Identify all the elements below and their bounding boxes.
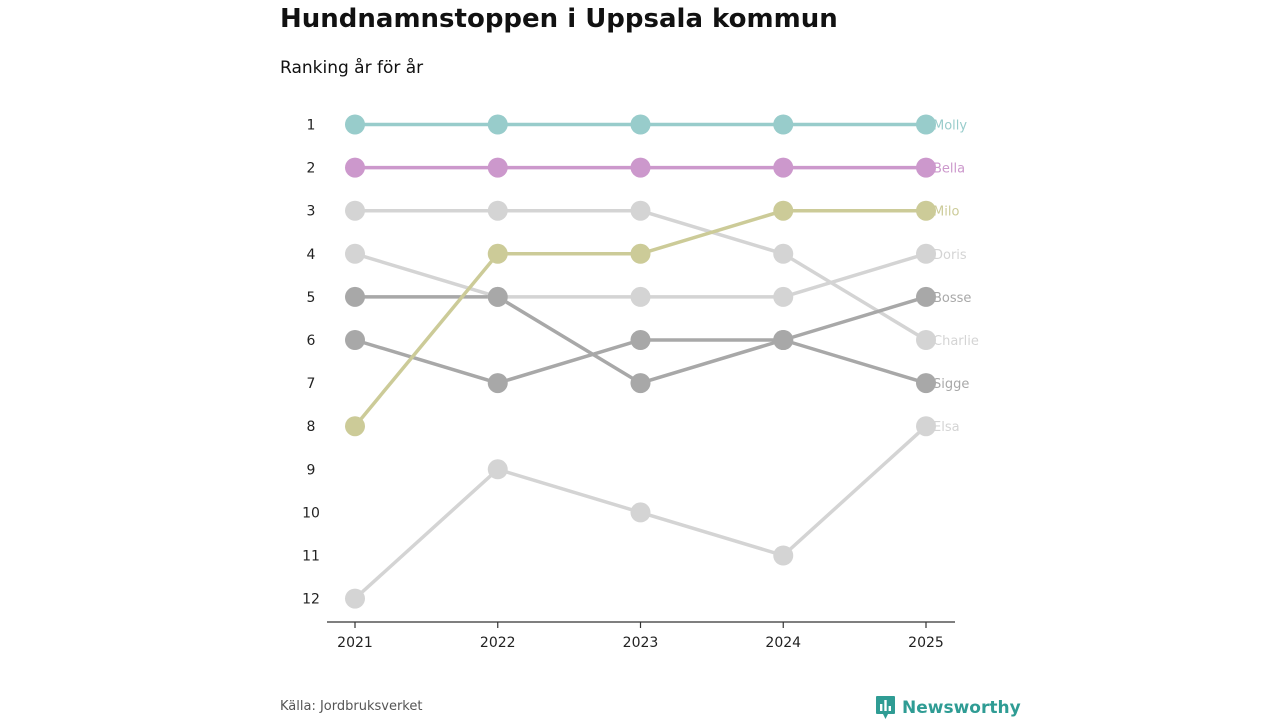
point-molly-2022 <box>487 114 508 135</box>
y-tick-label-6: 6 <box>307 333 316 349</box>
point-charlie-2022 <box>487 200 508 221</box>
point-doris-2025 <box>916 243 936 264</box>
point-molly-2023 <box>630 114 651 135</box>
newsworthy-logo: Newsworthy <box>875 695 1021 720</box>
series-label-elsa: Elsa <box>933 420 960 435</box>
point-charlie-2024 <box>773 243 794 264</box>
point-milo-2025 <box>916 200 936 221</box>
newsworthy-logo-icon <box>876 696 895 719</box>
point-milo-2022 <box>487 243 508 264</box>
chart-subtitle: Ranking år för år <box>280 58 424 78</box>
series-label-milo: Milo <box>933 205 959 220</box>
series-points <box>345 114 936 609</box>
x-tick-label-2024: 2024 <box>765 635 801 651</box>
point-charlie-2025 <box>916 330 936 350</box>
point-bella-2025 <box>916 157 936 178</box>
point-elsa-2021 <box>345 588 365 609</box>
series-lines <box>353 122 928 601</box>
point-molly-2025 <box>916 114 936 135</box>
y-tick-label-2: 2 <box>307 161 316 177</box>
series-label-sigge: Sigge <box>933 377 969 392</box>
y-tick-label-5: 5 <box>307 290 316 306</box>
point-charlie-2023 <box>630 200 651 221</box>
series-label-molly: Molly <box>933 119 967 134</box>
point-sigge-2023 <box>630 330 651 350</box>
x-tick-label-2023: 2023 <box>623 635 659 651</box>
point-molly-2021 <box>345 114 365 135</box>
x-tick-label-2022: 2022 <box>480 635 516 651</box>
point-elsa-2024 <box>773 545 794 566</box>
point-elsa-2023 <box>630 502 651 523</box>
source-note: Källa: Jordbruksverket <box>280 699 423 714</box>
point-bella-2021 <box>345 157 365 178</box>
point-doris-2024 <box>773 286 794 307</box>
point-bosse-2025 <box>916 286 936 307</box>
point-molly-2024 <box>773 114 794 135</box>
point-sigge-2021 <box>345 330 365 350</box>
point-milo-2023 <box>630 243 651 264</box>
y-tick-label-8: 8 <box>307 419 316 435</box>
y-tick-label-12: 12 <box>302 592 320 608</box>
x-tick-label-2021: 2021 <box>337 635 373 651</box>
y-tick-label-7: 7 <box>307 376 316 392</box>
point-bella-2023 <box>630 157 651 178</box>
point-sigge-2024 <box>773 330 794 350</box>
series-label-doris: Doris <box>933 248 967 263</box>
series-label-bosse: Bosse <box>933 291 971 306</box>
y-tick-label-3: 3 <box>307 204 316 220</box>
chart-title: Hundnamnstoppen i Uppsala kommun <box>280 4 838 34</box>
point-doris-2021 <box>345 243 365 264</box>
x-tick-label-2025: 2025 <box>908 635 944 651</box>
y-tick-label-10: 10 <box>302 505 320 521</box>
point-doris-2023 <box>630 286 651 307</box>
series-label-bella: Bella <box>933 162 965 177</box>
point-milo-2024 <box>773 200 794 221</box>
point-elsa-2025 <box>916 416 936 437</box>
point-bosse-2022 <box>487 286 508 307</box>
point-bella-2024 <box>773 157 794 178</box>
point-sigge-2022 <box>487 373 508 394</box>
y-tick-label-4: 4 <box>307 247 316 263</box>
point-charlie-2021 <box>345 200 365 221</box>
series-line-milo <box>353 208 928 428</box>
series-end-labels: Elsa Charlie Doris Bosse Sigge Milo Bella Molly <box>933 119 979 436</box>
y-tick-label-11: 11 <box>302 549 320 565</box>
point-sigge-2025 <box>916 373 936 394</box>
point-bosse-2021 <box>345 286 365 307</box>
point-elsa-2022 <box>487 459 508 480</box>
point-bosse-2023 <box>630 373 651 394</box>
point-bella-2022 <box>487 157 508 178</box>
newsworthy-logo-text: Newsworthy <box>902 697 1021 718</box>
y-tick-label-9: 9 <box>307 462 316 478</box>
y-tick-label-1: 1 <box>307 118 316 134</box>
series-label-charlie: Charlie <box>933 334 979 349</box>
point-milo-2021 <box>345 416 365 437</box>
